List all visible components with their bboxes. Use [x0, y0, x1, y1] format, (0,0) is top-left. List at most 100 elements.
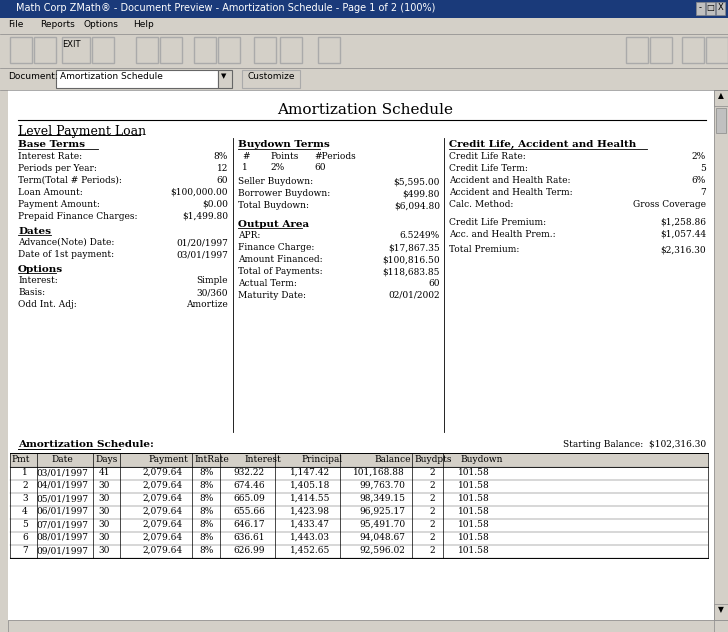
Text: -: -: [699, 3, 702, 12]
Text: 60: 60: [429, 279, 440, 288]
Text: Credit Life, Accident and Health: Credit Life, Accident and Health: [449, 140, 636, 149]
Text: $0.00: $0.00: [202, 200, 228, 209]
Text: 8%: 8%: [213, 152, 228, 161]
Text: 1,433.47: 1,433.47: [290, 520, 330, 529]
Text: Actual Term:: Actual Term:: [238, 279, 297, 288]
Text: Payment: Payment: [148, 455, 188, 464]
Text: 8%: 8%: [199, 468, 214, 477]
Text: 30: 30: [98, 546, 110, 555]
Text: Gross Coverage: Gross Coverage: [633, 200, 706, 209]
Text: $17,867.35: $17,867.35: [388, 243, 440, 252]
Text: Customize: Customize: [248, 72, 295, 81]
Text: 101.58: 101.58: [458, 546, 490, 555]
Text: 1,423.98: 1,423.98: [290, 507, 330, 516]
Bar: [56, 70, 218, 88]
Text: Starting Balance:  $102,316.30: Starting Balance: $102,316.30: [563, 440, 706, 449]
Text: 2,079.64: 2,079.64: [143, 546, 183, 555]
Text: Simple: Simple: [197, 276, 228, 285]
Text: 1,414.55: 1,414.55: [290, 494, 330, 503]
Text: 2: 2: [430, 546, 435, 555]
Bar: [626, 37, 648, 63]
Text: Pmt: Pmt: [12, 455, 31, 464]
Text: 7: 7: [700, 188, 706, 197]
Text: 101.58: 101.58: [458, 507, 490, 516]
Text: 101.58: 101.58: [458, 520, 490, 529]
Text: Interest Rate:: Interest Rate:: [18, 152, 82, 161]
Text: 2: 2: [23, 481, 28, 490]
Bar: [10, 519, 708, 532]
Bar: [254, 37, 276, 63]
Bar: [716, 2, 725, 15]
Text: 1,147.42: 1,147.42: [290, 468, 330, 477]
Text: 2,079.64: 2,079.64: [143, 520, 183, 529]
Text: Document:: Document:: [8, 72, 58, 81]
Text: 08/01/1997: 08/01/1997: [36, 533, 88, 542]
Text: Options: Options: [84, 20, 119, 29]
Text: $2,316.30: $2,316.30: [660, 245, 706, 254]
Text: 2,079.64: 2,079.64: [143, 468, 183, 477]
Text: 05/01/1997: 05/01/1997: [36, 494, 88, 503]
Text: 09/01/1997: 09/01/1997: [36, 546, 88, 555]
Text: 2: 2: [430, 507, 435, 516]
Bar: [650, 37, 672, 63]
Text: $499.80: $499.80: [403, 189, 440, 198]
Bar: [0, 68, 728, 90]
Text: 04/01/1997: 04/01/1997: [36, 481, 88, 490]
Text: 5: 5: [700, 164, 706, 173]
Text: #: #: [242, 152, 250, 161]
Bar: [8, 90, 714, 620]
Text: Term(Total # Periods):: Term(Total # Periods):: [18, 176, 122, 185]
Text: Dates: Dates: [18, 227, 51, 236]
Text: Maturity Date:: Maturity Date:: [238, 291, 306, 300]
Text: 2: 2: [430, 520, 435, 529]
Text: Total Premium:: Total Premium:: [449, 245, 519, 254]
Text: 30: 30: [98, 481, 110, 490]
Text: Base Terms: Base Terms: [18, 140, 85, 149]
Bar: [10, 493, 708, 506]
Text: $1,499.80: $1,499.80: [182, 212, 228, 221]
Text: 6.5249%: 6.5249%: [400, 231, 440, 240]
Text: $100,816.50: $100,816.50: [382, 255, 440, 264]
Bar: [10, 467, 708, 480]
Text: 60: 60: [216, 176, 228, 185]
Bar: [62, 37, 90, 63]
Text: Acc. and Health Prem.:: Acc. and Health Prem.:: [449, 230, 555, 239]
Text: 6: 6: [23, 533, 28, 542]
Text: 655.66: 655.66: [233, 507, 265, 516]
Bar: [194, 37, 216, 63]
Text: 674.46: 674.46: [234, 481, 265, 490]
Text: 03/01/1997: 03/01/1997: [176, 250, 228, 259]
Text: Calc. Method:: Calc. Method:: [449, 200, 513, 209]
Text: 30: 30: [98, 533, 110, 542]
Text: 2: 2: [430, 533, 435, 542]
Bar: [8, 620, 714, 632]
Text: 12: 12: [217, 164, 228, 173]
Text: Periods per Year:: Periods per Year:: [18, 164, 97, 173]
Text: Buydpts: Buydpts: [414, 455, 452, 464]
Text: Output Area: Output Area: [238, 220, 309, 229]
Bar: [714, 90, 728, 106]
Bar: [218, 37, 240, 63]
Text: 8%: 8%: [199, 546, 214, 555]
Text: ▲: ▲: [718, 91, 724, 100]
Text: 30/360: 30/360: [197, 288, 228, 297]
Text: 95,491.70: 95,491.70: [359, 520, 405, 529]
Bar: [10, 532, 708, 545]
Text: Odd Int. Adj:: Odd Int. Adj:: [18, 300, 76, 309]
Text: #Periods: #Periods: [314, 152, 356, 161]
Text: Date of 1st payment:: Date of 1st payment:: [18, 250, 114, 259]
Bar: [10, 453, 708, 467]
Text: Help: Help: [133, 20, 154, 29]
Text: Credit Life Rate:: Credit Life Rate:: [449, 152, 526, 161]
Text: IntRate: IntRate: [194, 455, 229, 464]
Text: Prepaid Finance Charges:: Prepaid Finance Charges:: [18, 212, 138, 221]
Bar: [136, 37, 158, 63]
Text: Level Payment Loan: Level Payment Loan: [18, 125, 146, 138]
Text: 8%: 8%: [199, 494, 214, 503]
Text: 99,763.70: 99,763.70: [359, 481, 405, 490]
Bar: [318, 37, 340, 63]
Text: 96,925.17: 96,925.17: [359, 507, 405, 516]
Text: Finance Charge:: Finance Charge:: [238, 243, 314, 252]
Text: 02/01/2002: 02/01/2002: [388, 291, 440, 300]
Text: Basis:: Basis:: [18, 288, 45, 297]
